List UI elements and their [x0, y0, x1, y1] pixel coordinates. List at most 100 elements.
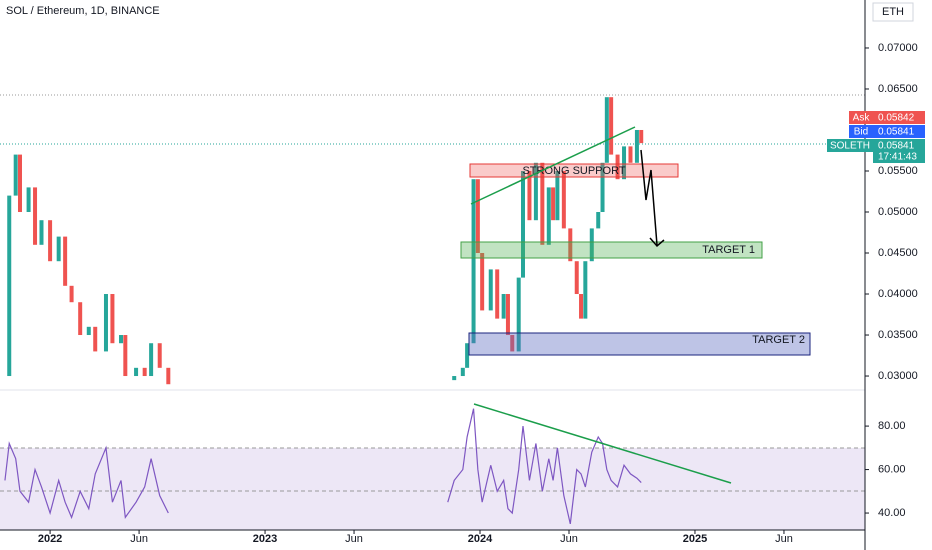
y-tick-label: 80.00 [878, 420, 906, 432]
candle [516, 277, 521, 352]
x-tick-label: Jun [345, 533, 363, 545]
candle [13, 154, 18, 196]
candle [86, 326, 91, 336]
symbol-tag [827, 139, 873, 152]
currency: ETH [882, 6, 904, 18]
title: SOL / Ethereum, 1D, BINANCE [6, 5, 160, 17]
candle [583, 261, 588, 319]
candle [48, 220, 53, 262]
candle [555, 170, 560, 221]
candle [609, 97, 614, 155]
candle [33, 187, 38, 245]
candle [110, 294, 115, 344]
candle [56, 236, 61, 262]
x-tick-label: 2024 [468, 533, 493, 545]
candle [26, 187, 31, 213]
bid-tag [849, 125, 873, 138]
candle [527, 170, 532, 221]
symbol: SOLETH [830, 141, 870, 152]
countdown: 17:41:43 [878, 152, 917, 163]
candle [639, 129, 644, 144]
ask-box [873, 111, 925, 124]
rsi-band [0, 491, 865, 530]
candle [103, 294, 108, 352]
candle [540, 162, 545, 245]
candle [166, 367, 171, 385]
rsi-trendline [473, 403, 732, 484]
currency-box [872, 2, 914, 22]
y-tick-label: 0.07000 [878, 42, 918, 54]
x-tick-label: Jun [130, 533, 148, 545]
bid-label: Bid [854, 127, 868, 138]
y-tick-label: 0.04500 [878, 247, 918, 259]
candle [480, 253, 485, 311]
candle [596, 212, 601, 229]
x-tick-label: 2025 [683, 533, 707, 545]
y-tick-label: 0.05500 [878, 165, 918, 177]
support-label: STRONG SUPPORT [522, 165, 625, 177]
y-tick-label: 0.03000 [878, 370, 918, 382]
candle [568, 228, 573, 262]
last-box [873, 139, 925, 163]
candle [600, 162, 605, 213]
candle [123, 335, 128, 377]
ask-label: Ask [853, 113, 871, 124]
candle [119, 335, 124, 344]
candle [69, 285, 74, 303]
candle [39, 220, 44, 245]
candle [93, 326, 98, 352]
arrow-head [649, 237, 665, 248]
last: 0.05841 [878, 141, 915, 152]
candle [7, 195, 12, 377]
x-tick-label: Jun [775, 533, 793, 545]
trendline [470, 126, 636, 205]
candle [615, 154, 620, 180]
candle [574, 261, 579, 295]
candle [546, 187, 551, 245]
candle [142, 367, 147, 377]
x-tick-label: 2022 [38, 533, 62, 545]
candle [533, 162, 538, 221]
candle [460, 367, 465, 377]
candle [520, 170, 525, 278]
candle [589, 228, 594, 262]
candle [501, 294, 506, 319]
y-tick-label: 0.05000 [878, 206, 918, 218]
candle [157, 343, 162, 368]
support-box [469, 163, 679, 178]
candle [134, 367, 139, 377]
candle [452, 376, 457, 381]
ask: 0.05842 [878, 113, 915, 124]
y-tick-label: 0.06500 [878, 83, 918, 95]
y-tick-label: 0.03500 [878, 329, 918, 341]
y-tick-label: 60.00 [878, 463, 906, 475]
candle [471, 179, 476, 344]
target1-label: TARGET 1 [702, 244, 755, 256]
candle [634, 129, 639, 163]
candle [17, 154, 22, 213]
candle [628, 146, 633, 163]
candle [149, 343, 154, 377]
candle [505, 294, 510, 336]
candle [510, 335, 515, 352]
candle [475, 179, 480, 254]
candle [495, 269, 500, 319]
candle [604, 97, 609, 163]
candle [579, 294, 584, 319]
bid: 0.05841 [878, 127, 915, 138]
rsi-line [4, 408, 642, 525]
ask-tag [849, 111, 873, 124]
target1-box [460, 241, 763, 259]
bid-box [873, 125, 925, 138]
candle [551, 187, 556, 221]
candle [622, 146, 627, 180]
target2-label: TARGET 2 [752, 334, 805, 346]
y-tick-label: 0.04000 [878, 288, 918, 300]
candle [78, 302, 83, 336]
x-tick-label: Jun [560, 533, 578, 545]
arrow [640, 149, 658, 246]
y-tick-label: 40.00 [878, 507, 906, 519]
x-tick-label: 2023 [253, 533, 277, 545]
target2-box [468, 332, 811, 356]
